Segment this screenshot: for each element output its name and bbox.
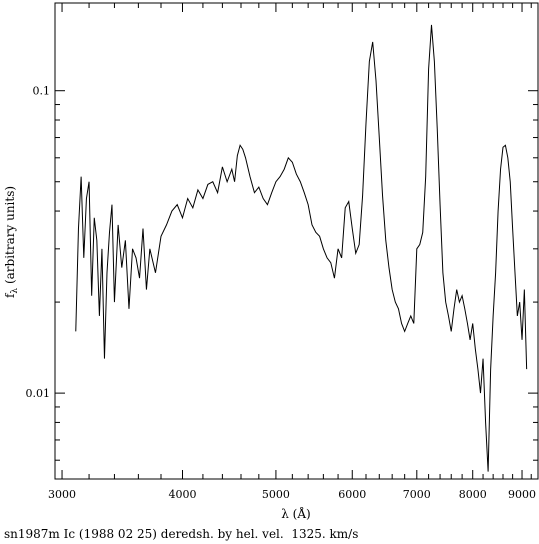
x-axis-label: λ (Å): [281, 506, 310, 521]
y-axis-label-main: f: [3, 292, 17, 298]
spectrum-series: [75, 24, 528, 472]
svg-text:fλ (arbitrary units): fλ (arbitrary units): [3, 186, 20, 298]
x-tick-label: 5000: [262, 488, 290, 501]
plot-frame: [54, 2, 539, 480]
spectrum-line: [75, 24, 528, 472]
axis-ticks: [55, 3, 538, 479]
y-tick-label: 0.1: [33, 85, 51, 98]
y-axis-label-sub: λ: [10, 288, 20, 294]
x-tick-label: 7000: [403, 488, 431, 501]
x-tick-label: 6000: [338, 488, 366, 501]
y-tick-label: 0.01: [26, 387, 51, 400]
axis-tick-labels: 3000 4000 5000 6000 7000 8000 9000 0.01 0.1: [26, 85, 537, 501]
x-tick-label: 3000: [48, 488, 76, 501]
y-axis-label-rest: (arbitrary units): [3, 186, 17, 288]
y-axis-label: fλ (arbitrary units): [3, 186, 20, 298]
x-tick-label: 9000: [508, 488, 536, 501]
caption: sn1987m Ic (1988 02 25) deredsh. by hel.…: [4, 527, 359, 541]
x-tick-label: 8000: [459, 488, 487, 501]
x-tick-label: 4000: [168, 488, 196, 501]
